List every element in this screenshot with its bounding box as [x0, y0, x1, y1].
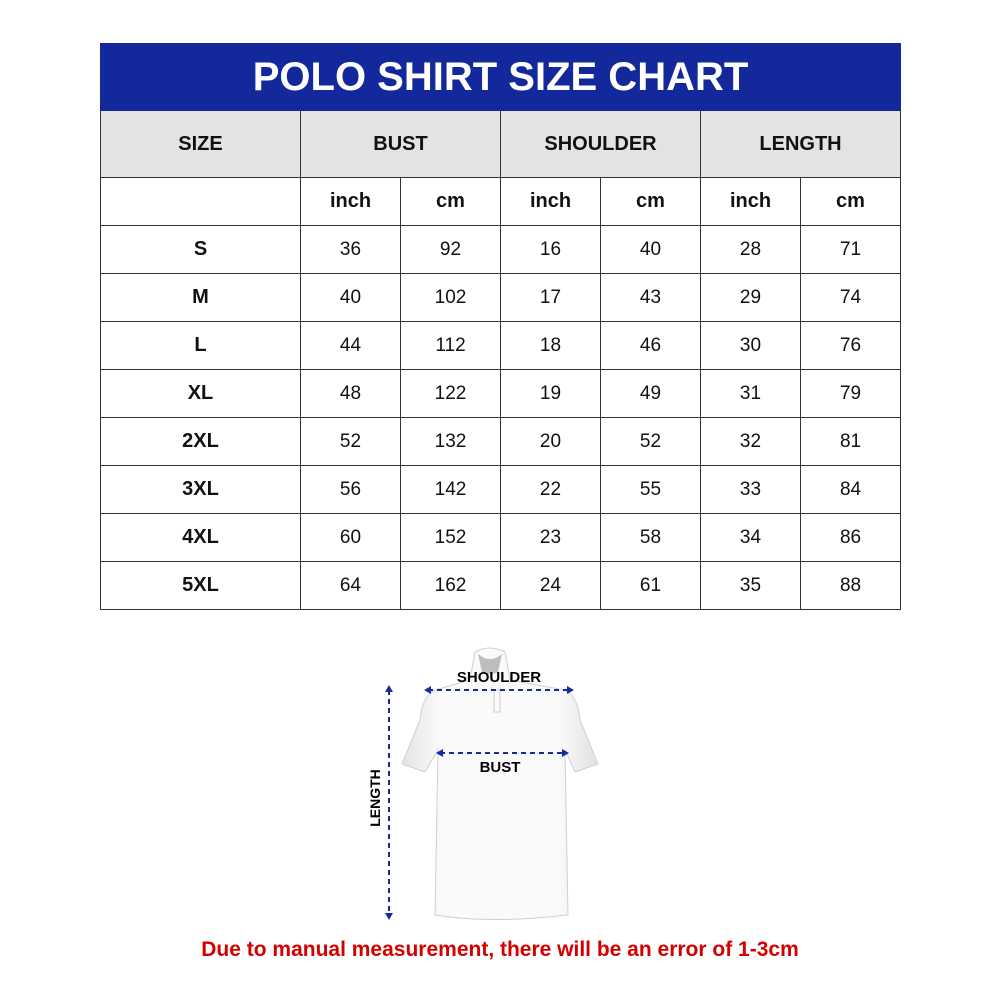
measurement-cell: 32: [700, 417, 801, 466]
bust-label: BUST: [480, 759, 521, 776]
measurement-cell: 24: [500, 561, 601, 610]
table-row: 5XL 64 162 24 61 35 88: [100, 561, 902, 610]
unit-row: inch cm inch cm inch cm: [100, 177, 902, 226]
measurement-cell: 20: [500, 417, 601, 466]
measurement-cell: 52: [300, 417, 401, 466]
size-cell: 4XL: [100, 513, 301, 562]
measurement-cell: 28: [700, 225, 801, 274]
measurement-cell: 46: [600, 321, 701, 370]
placket: [493, 689, 501, 713]
measurement-cell: 122: [400, 369, 501, 418]
measurement-cell: 35: [700, 561, 801, 610]
measurement-cell: 132: [400, 417, 501, 466]
size-chart-table: POLO SHIRT SIZE CHART SIZE BUST SHOULDER…: [99, 43, 902, 610]
measurement-cell: 102: [400, 273, 501, 322]
size-cell: S: [100, 225, 301, 274]
table-row: 4XL 60 152 23 58 34 86: [100, 513, 902, 562]
size-cell: 3XL: [100, 465, 301, 514]
measurement-cell: 19: [500, 369, 601, 418]
measurement-cell: 58: [600, 513, 701, 562]
measurement-cell: 152: [400, 513, 501, 562]
measurement-cell: 84: [799, 465, 902, 514]
header-size: SIZE: [100, 110, 301, 178]
shirt-body: [401, 647, 599, 920]
unit-header: inch: [300, 177, 401, 226]
measurement-cell: 23: [500, 513, 601, 562]
measurement-cell: 18: [500, 321, 601, 370]
measurement-cell: 71: [799, 225, 902, 274]
measurement-cell: 40: [300, 273, 401, 322]
table-row: L 44 112 18 46 30 76: [100, 321, 902, 370]
header-shoulder: SHOULDER: [500, 110, 701, 178]
size-cell: M: [100, 273, 301, 322]
measurement-cell: 162: [400, 561, 501, 610]
measurement-cell: 48: [300, 369, 401, 418]
table-row: M 40 102 17 43 29 74: [100, 273, 902, 322]
header-length: LENGTH: [699, 110, 902, 178]
unit-header: cm: [600, 177, 701, 226]
unit-header: cm: [799, 177, 902, 226]
measurement-cell: 22: [500, 465, 601, 514]
size-cell: L: [100, 321, 301, 370]
measurement-cell: 86: [799, 513, 902, 562]
unit-header: inch: [700, 177, 801, 226]
measurement-cell: 49: [600, 369, 701, 418]
measurement-note: Due to manual measurement, there will be…: [201, 938, 799, 961]
measurement-cell: 44: [300, 321, 401, 370]
measurement-cell: 30: [700, 321, 801, 370]
chart-title: POLO SHIRT SIZE CHART: [99, 43, 902, 111]
measurement-cell: 61: [600, 561, 701, 610]
measurement-cell: 76: [799, 321, 902, 370]
measurement-cell: 17: [500, 273, 601, 322]
size-cell: 2XL: [100, 417, 301, 466]
collar: [478, 654, 502, 674]
table-row: S 36 92 16 40 28 71: [100, 225, 902, 274]
size-cell: XL: [100, 369, 301, 418]
measurement-cell: 34: [700, 513, 801, 562]
table-row: 3XL 56 142 22 55 33 84: [100, 465, 902, 514]
measurement-cell: 142: [400, 465, 501, 514]
measurement-cell: 60: [300, 513, 401, 562]
measurement-cell: 64: [300, 561, 401, 610]
measurement-cell: 33: [700, 465, 801, 514]
measurement-cell: 31: [700, 369, 801, 418]
measurement-cell: 40: [600, 225, 701, 274]
measurement-cell: 55: [600, 465, 701, 514]
table-row: XL 48 122 19 49 31 79: [100, 369, 902, 418]
measurement-cell: 92: [400, 225, 501, 274]
empty-cell: [100, 177, 301, 226]
polo-shirt-diagram: SHOULDER BUST LENGTH: [367, 647, 599, 920]
shoulder-label: SHOULDER: [457, 669, 541, 686]
unit-header: cm: [400, 177, 501, 226]
measurement-cell: 29: [700, 273, 801, 322]
measurement-cell: 88: [799, 561, 902, 610]
measurement-cell: 81: [799, 417, 902, 466]
unit-header: inch: [500, 177, 601, 226]
measurement-cell: 79: [799, 369, 902, 418]
measurement-cell: 56: [300, 465, 401, 514]
measurement-cell: 16: [500, 225, 601, 274]
measurement-cell: 74: [799, 273, 902, 322]
header-bust: BUST: [300, 110, 501, 178]
measurement-cell: 112: [400, 321, 501, 370]
size-cell: 5XL: [100, 561, 301, 610]
measurement-cell: 52: [600, 417, 701, 466]
table-row: 2XL 52 132 20 52 32 81: [100, 417, 902, 466]
measurement-cell: 36: [300, 225, 401, 274]
measurement-cell: 43: [600, 273, 701, 322]
length-label: LENGTH: [367, 769, 383, 827]
